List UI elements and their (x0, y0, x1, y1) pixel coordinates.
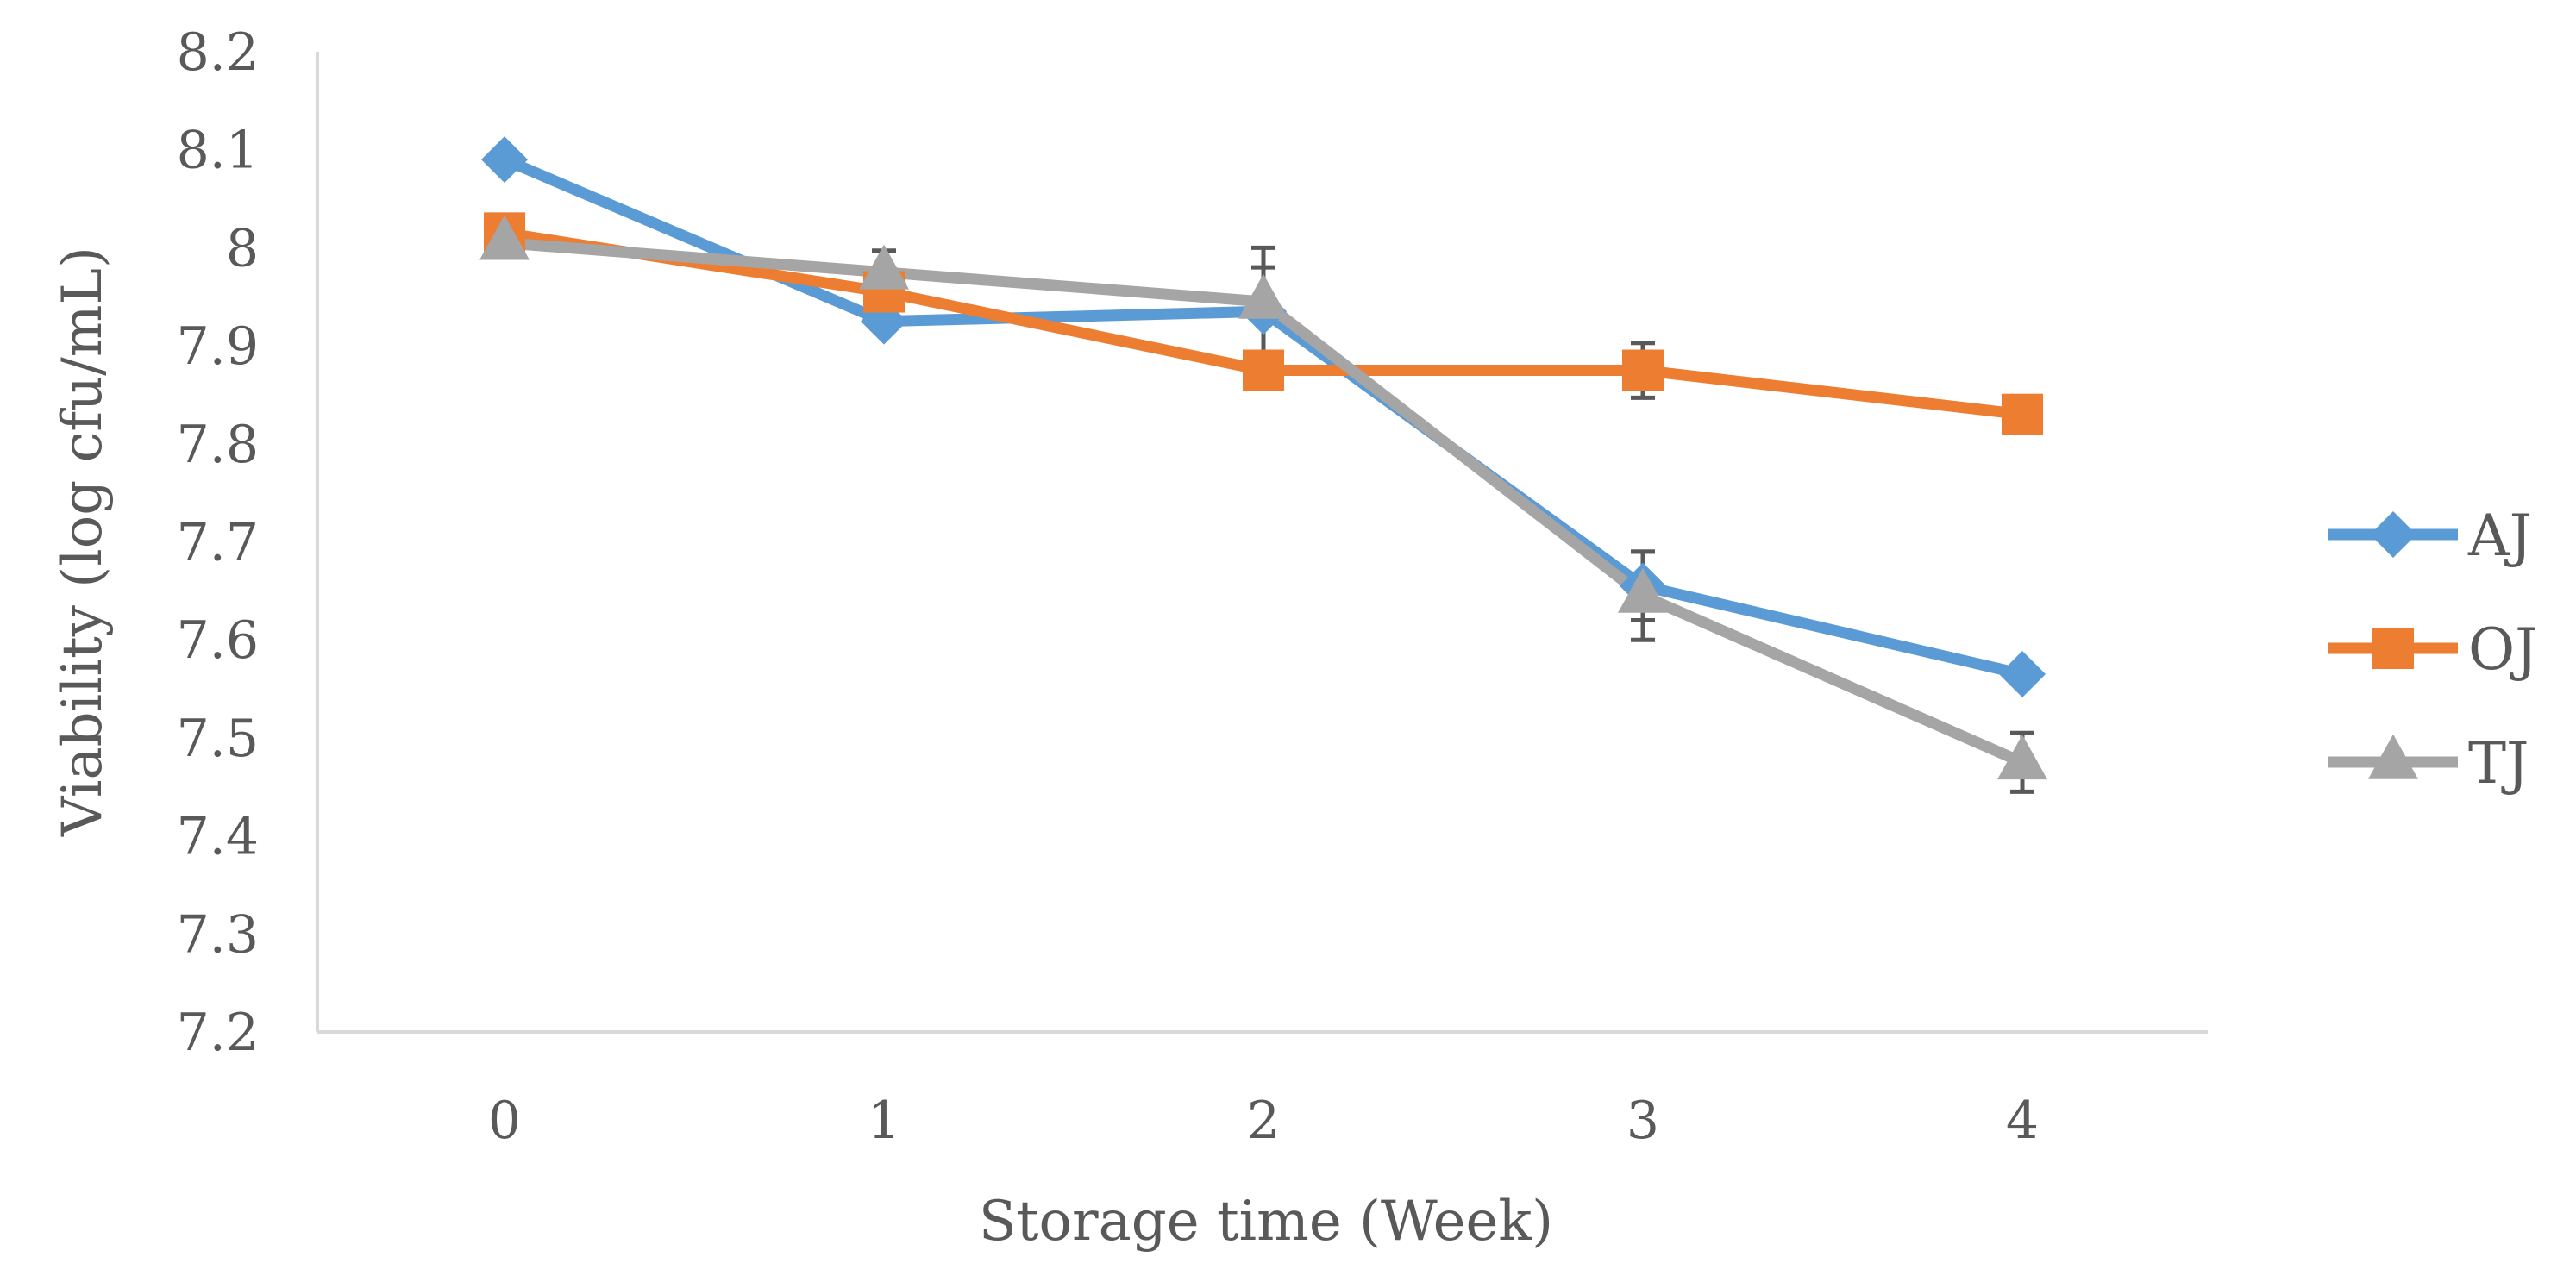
legend-marker (2372, 628, 2414, 669)
x-tick-label: 3 (1626, 1091, 1659, 1151)
legend-item-tj: TJ (2328, 730, 2529, 797)
data-point-tj-1 (859, 244, 909, 290)
legend-item-aj: AJ (2328, 503, 2532, 569)
y-tick-label: 7.6 (177, 610, 259, 671)
data-point-tj-2 (1238, 273, 1288, 319)
legend-marker (2368, 734, 2418, 779)
y-tick-label: 7.2 (177, 1003, 259, 1063)
x-tick-label: 2 (1247, 1091, 1280, 1151)
data-point-tj-0 (479, 215, 530, 260)
x-tick-label: 1 (868, 1091, 900, 1151)
x-axis-ticks: 0 1 2 3 4 (488, 1091, 2039, 1151)
x-tick-label: 0 (488, 1091, 521, 1151)
y-axis-ticks: 7.2 7.3 7.4 7.5 7.6 7.7 7.8 7.9 8 8.1 8.2 (177, 22, 259, 1063)
y-tick-label: 8.1 (177, 121, 259, 181)
y-tick-label: 7.9 (177, 316, 259, 377)
data-point-aj-4 (1999, 650, 2046, 697)
legend-label: OJ (2468, 616, 2538, 683)
data-point-tj-4 (1997, 735, 2047, 780)
y-tick-label: 7.4 (177, 807, 259, 867)
x-axis (316, 52, 2208, 1034)
data-point-oj-2 (1243, 349, 1284, 391)
x-tick-label: 4 (2006, 1091, 2039, 1151)
data-point-tj-3 (1618, 567, 1668, 613)
legend-label: TJ (2468, 730, 2529, 797)
y-tick-label: 7.3 (177, 904, 259, 965)
x-axis-title: Storage time (Week) (979, 1190, 1553, 1254)
y-tick-label: 7.7 (177, 513, 259, 573)
data-point-aj-0 (481, 136, 528, 184)
legend-label: AJ (2467, 503, 2532, 569)
data-point-oj-4 (2002, 393, 2043, 435)
legend: AJ OJ TJ (2328, 503, 2538, 797)
y-tick-label: 7.8 (177, 415, 259, 475)
legend-marker (2370, 511, 2416, 558)
y-tick-label: 8 (226, 218, 259, 278)
series-markers (479, 136, 2047, 780)
y-tick-label: 8.2 (177, 22, 259, 83)
y-tick-label: 7.5 (177, 709, 259, 769)
data-point-oj-3 (1622, 349, 1664, 391)
y-axis-title: Viability (log cfu/mL) (51, 247, 115, 837)
series-line-aj (498, 153, 2028, 680)
legend-item-oj: OJ (2328, 616, 2538, 683)
